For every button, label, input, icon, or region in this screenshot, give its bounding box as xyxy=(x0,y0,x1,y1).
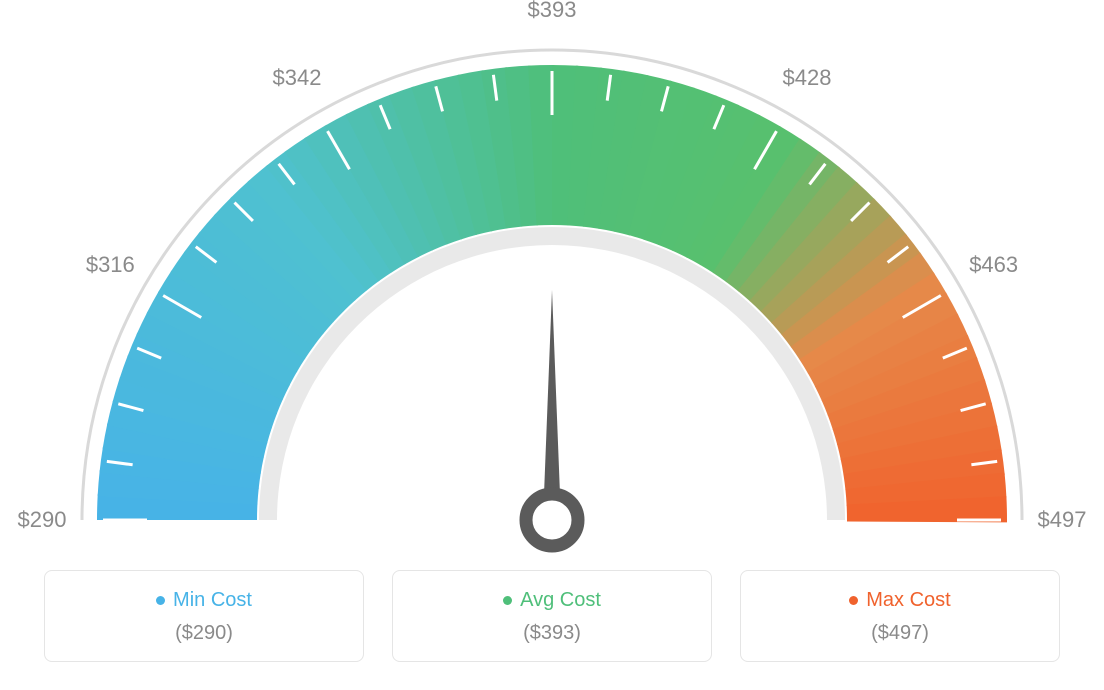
legend-label-avg: Avg Cost xyxy=(520,589,601,612)
gauge-tick-label: $463 xyxy=(969,252,1018,278)
legend-label-min: Min Cost xyxy=(173,589,252,612)
legend-dot-max xyxy=(849,596,858,605)
legend-card-avg: Avg Cost ($393) xyxy=(392,570,712,662)
gauge-svg xyxy=(0,0,1104,570)
legend-title-min: Min Cost xyxy=(156,589,252,612)
gauge-chart: $290 $316 $342 $393 $428 $463 $497 xyxy=(0,0,1104,570)
legend-label-max: Max Cost xyxy=(866,589,950,612)
legend-dot-min xyxy=(156,596,165,605)
gauge-tick-label: $497 xyxy=(1038,507,1087,533)
gauge-tick-label: $342 xyxy=(273,65,322,91)
legend-row: Min Cost ($290) Avg Cost ($393) Max Cost… xyxy=(0,570,1104,662)
legend-value-min: ($290) xyxy=(57,622,351,645)
legend-value-avg: ($393) xyxy=(405,622,699,645)
gauge-tick-label: $290 xyxy=(18,507,67,533)
legend-value-max: ($497) xyxy=(753,622,1047,645)
gauge-tick-label: $393 xyxy=(528,0,577,23)
legend-card-min: Min Cost ($290) xyxy=(44,570,364,662)
legend-dot-avg xyxy=(503,596,512,605)
legend-title-max: Max Cost xyxy=(849,589,950,612)
gauge-tick-label: $316 xyxy=(86,252,135,278)
gauge-tick-label: $428 xyxy=(783,65,832,91)
legend-title-avg: Avg Cost xyxy=(503,589,601,612)
legend-card-max: Max Cost ($497) xyxy=(740,570,1060,662)
